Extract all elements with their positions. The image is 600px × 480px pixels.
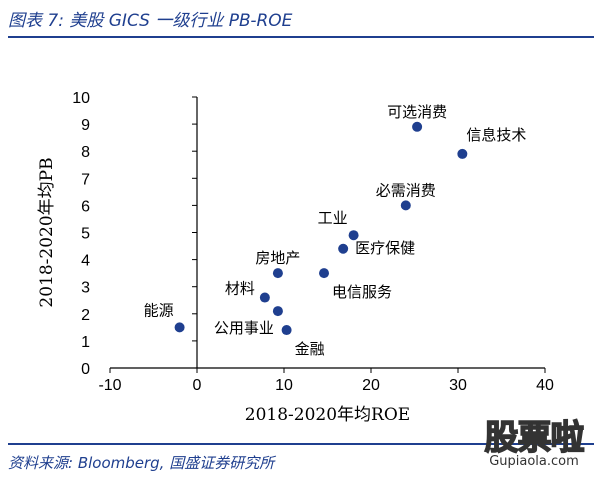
data-point-label: 公用事业 [214,319,274,337]
data-point-label: 能源 [144,301,174,319]
title-divider [8,36,594,38]
y-tick-label: 2 [81,307,90,324]
data-point [457,148,468,159]
data-point [400,200,411,211]
y-axis-title: 2018-2020年均PB [37,157,57,307]
data-point-label: 必需消费 [376,181,436,199]
scatter-chart: -10 0 10 20 30 40 0 1 2 3 4 5 6 7 8 9 10 2018-2020年均ROE 20… [37,90,554,425]
y-tick-label: 6 [81,198,90,215]
x-tick-label: 0 [193,377,202,394]
x-tick-label: 40 [536,377,554,394]
data-point-label: 可选消费 [387,103,447,121]
data-point [348,230,359,241]
data-point-label: 医疗保健 [355,239,415,257]
y-tick-label: 10 [72,90,90,107]
watermark-url: Gupiaola.com [489,454,579,469]
watermark-logo: 股票啦 Gupiaola.com [472,410,596,478]
y-tick-label: 3 [81,280,90,297]
x-tick-label: 30 [449,377,467,394]
source-divider [8,443,594,445]
x-tick-label: -10 [98,377,121,394]
source-note: 资料来源: Bloomberg, 国盛证券研究所 [8,454,275,472]
figure-title: 图表 7: 美股 GICS 一级行业 PB-ROE [8,11,293,31]
data-point-label: 金融 [295,340,325,358]
y-tick-label: 1 [81,334,90,351]
x-axis-title: 2018-2020年均ROE [245,405,410,425]
y-tick-label: 0 [81,361,90,378]
x-tick-label: 20 [362,377,380,394]
data-point [272,268,283,279]
y-tick-label: 7 [81,171,90,188]
data-point [174,322,185,333]
data-point-label: 工业 [318,209,348,227]
y-tick-label: 8 [81,144,90,161]
data-point-label: 信息技术 [466,126,526,144]
watermark-text: 股票啦 [484,417,586,459]
data-point [319,268,330,279]
y-tick-label: 5 [81,226,90,243]
y-tick-label: 9 [81,117,90,134]
data-point [338,243,349,254]
data-point [272,306,283,317]
data-point [281,325,292,336]
x-tick-label: 10 [275,377,293,394]
data-point [259,292,270,303]
y-tick-label: 4 [81,253,90,270]
data-point-label: 房地产 [255,249,300,267]
data-point [412,121,423,132]
data-point-label: 电信服务 [332,283,392,301]
data-point-label: 材料 [225,280,255,298]
